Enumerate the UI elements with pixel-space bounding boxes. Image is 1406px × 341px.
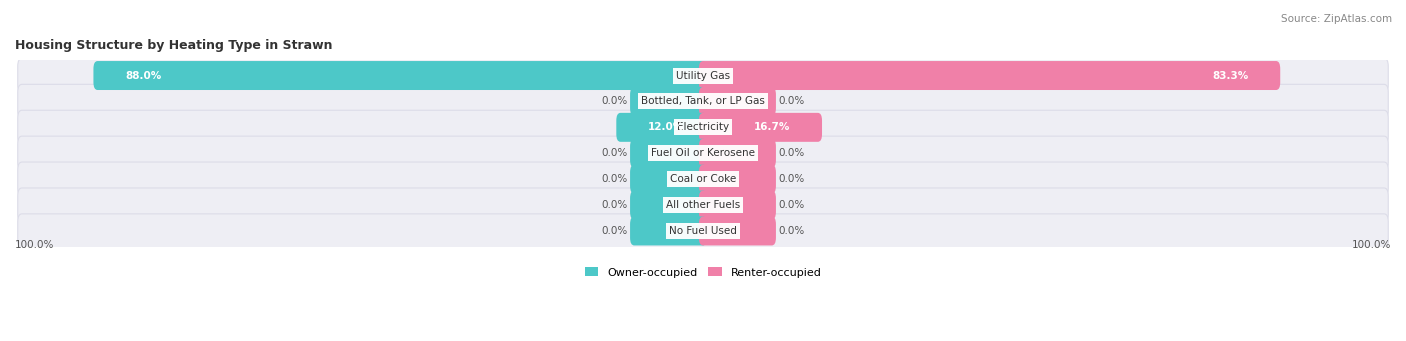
- FancyBboxPatch shape: [630, 191, 707, 220]
- FancyBboxPatch shape: [699, 139, 776, 168]
- FancyBboxPatch shape: [699, 165, 776, 194]
- Text: 0.0%: 0.0%: [602, 174, 627, 184]
- FancyBboxPatch shape: [18, 110, 1388, 145]
- FancyBboxPatch shape: [699, 87, 776, 116]
- FancyBboxPatch shape: [18, 136, 1388, 170]
- FancyBboxPatch shape: [630, 87, 707, 116]
- Text: 0.0%: 0.0%: [779, 148, 804, 158]
- Text: 0.0%: 0.0%: [602, 226, 627, 236]
- FancyBboxPatch shape: [18, 214, 1388, 248]
- FancyBboxPatch shape: [699, 113, 823, 142]
- Text: Utility Gas: Utility Gas: [676, 71, 730, 80]
- FancyBboxPatch shape: [18, 84, 1388, 119]
- Legend: Owner-occupied, Renter-occupied: Owner-occupied, Renter-occupied: [581, 263, 825, 282]
- FancyBboxPatch shape: [630, 217, 707, 246]
- FancyBboxPatch shape: [18, 162, 1388, 196]
- Text: Coal or Coke: Coal or Coke: [669, 174, 737, 184]
- FancyBboxPatch shape: [699, 217, 776, 246]
- FancyBboxPatch shape: [18, 58, 1388, 93]
- Text: 0.0%: 0.0%: [602, 148, 627, 158]
- Text: 100.0%: 100.0%: [1351, 240, 1391, 250]
- FancyBboxPatch shape: [93, 61, 707, 90]
- FancyBboxPatch shape: [630, 165, 707, 194]
- Text: Fuel Oil or Kerosene: Fuel Oil or Kerosene: [651, 148, 755, 158]
- FancyBboxPatch shape: [616, 113, 707, 142]
- FancyBboxPatch shape: [630, 139, 707, 168]
- Text: Bottled, Tank, or LP Gas: Bottled, Tank, or LP Gas: [641, 97, 765, 106]
- Text: No Fuel Used: No Fuel Used: [669, 226, 737, 236]
- Text: Source: ZipAtlas.com: Source: ZipAtlas.com: [1281, 14, 1392, 24]
- Text: Electricity: Electricity: [676, 122, 730, 132]
- FancyBboxPatch shape: [18, 188, 1388, 222]
- Text: Housing Structure by Heating Type in Strawn: Housing Structure by Heating Type in Str…: [15, 39, 332, 52]
- Text: 12.0%: 12.0%: [648, 122, 685, 132]
- Text: 0.0%: 0.0%: [779, 200, 804, 210]
- Text: 88.0%: 88.0%: [125, 71, 162, 80]
- Text: 0.0%: 0.0%: [779, 174, 804, 184]
- Text: 0.0%: 0.0%: [602, 97, 627, 106]
- Text: 83.3%: 83.3%: [1212, 71, 1249, 80]
- Text: All other Fuels: All other Fuels: [666, 200, 740, 210]
- Text: 0.0%: 0.0%: [779, 226, 804, 236]
- Text: 100.0%: 100.0%: [15, 240, 55, 250]
- Text: 0.0%: 0.0%: [779, 97, 804, 106]
- Text: 0.0%: 0.0%: [602, 200, 627, 210]
- FancyBboxPatch shape: [699, 191, 776, 220]
- FancyBboxPatch shape: [699, 61, 1281, 90]
- Text: 16.7%: 16.7%: [754, 122, 790, 132]
